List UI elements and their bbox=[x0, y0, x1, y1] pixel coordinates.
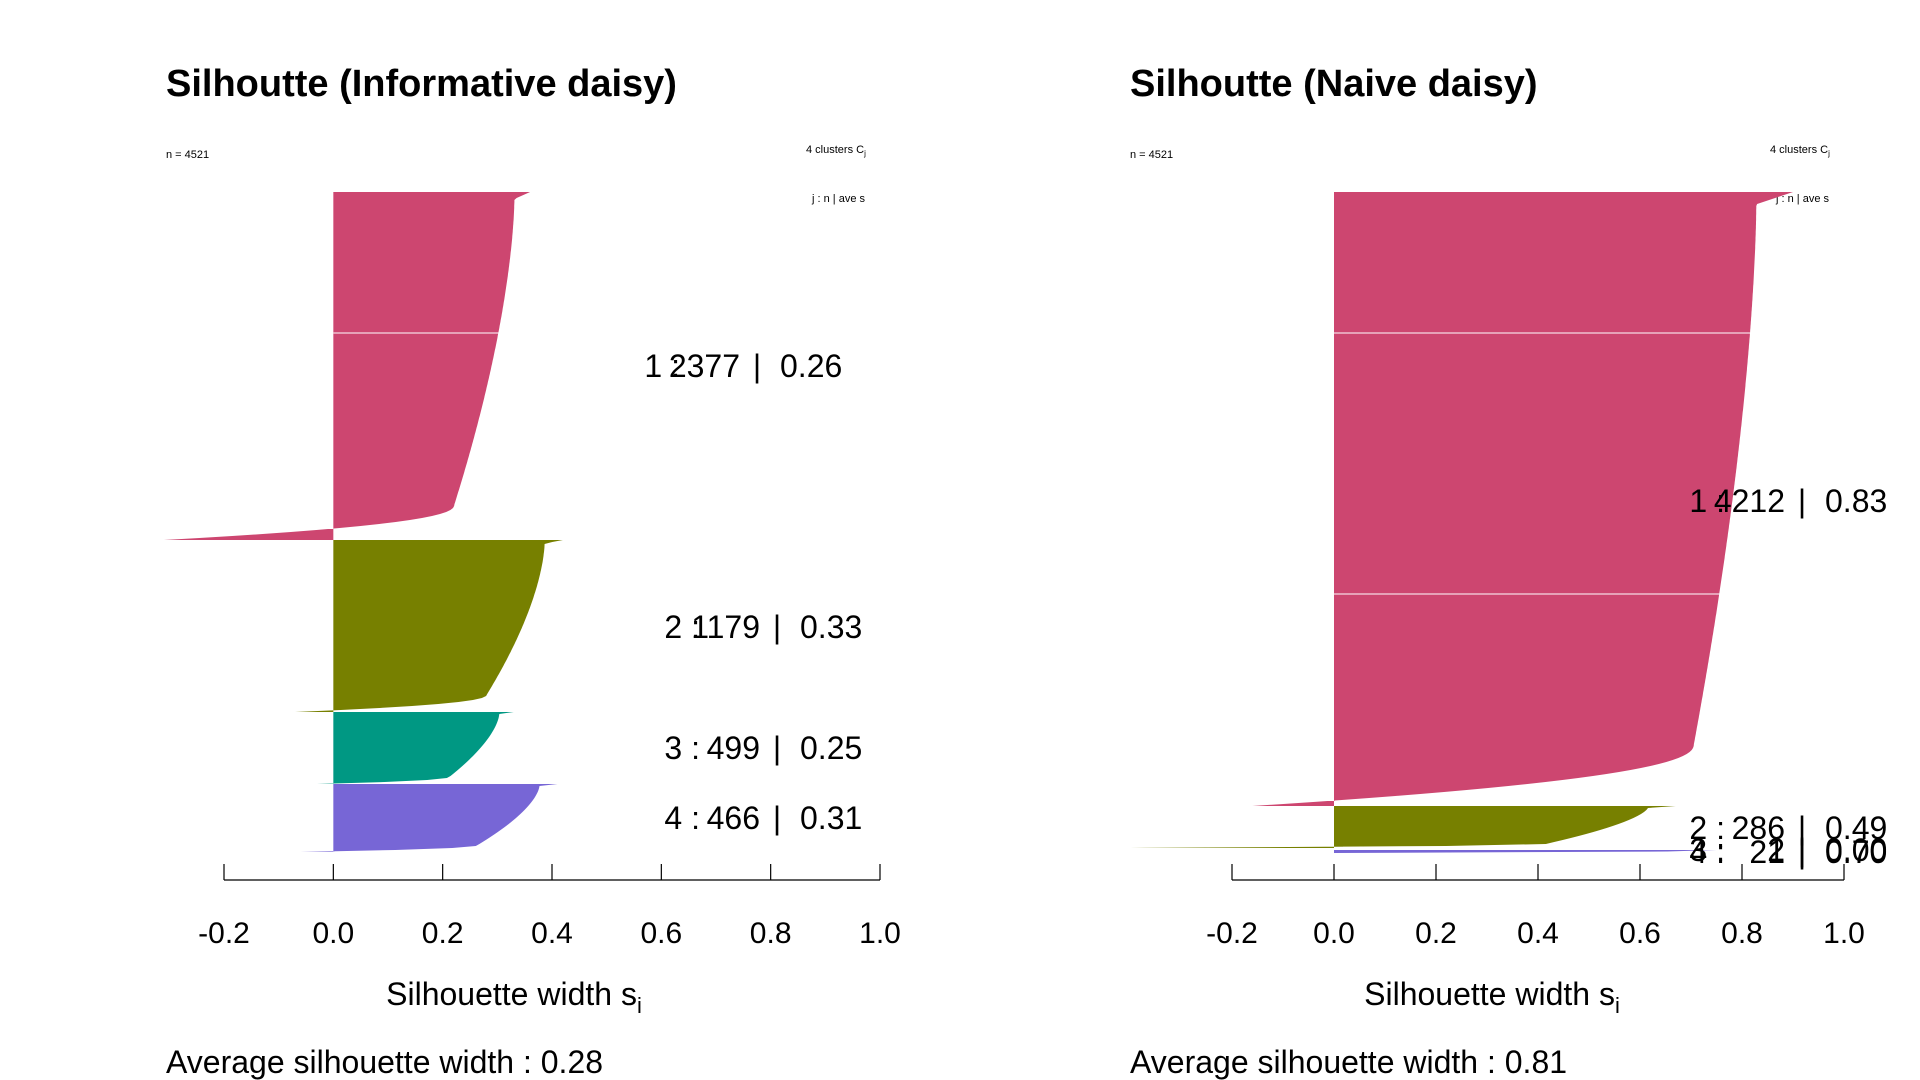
cluster-label-j: 3 : bbox=[664, 730, 700, 766]
x-tick-label: 0.0 bbox=[312, 917, 354, 950]
n-label: n = 4521 bbox=[1130, 149, 1173, 161]
cluster-2-silhouette bbox=[1130, 806, 1676, 848]
cluster-label-ave: 0.83 bbox=[1825, 483, 1887, 519]
x-axis-title: Silhouette width si bbox=[386, 976, 642, 1018]
cluster-label-ave: 0.70 bbox=[1825, 834, 1887, 870]
cluster-label-sep: | bbox=[1798, 834, 1806, 870]
cluster-1-silhouette bbox=[1252, 192, 1793, 806]
cluster-label-sep: | bbox=[753, 348, 761, 384]
x-axis: -0.2 0.0 0.2 0.4 0.6 0.8 1.0 bbox=[1206, 864, 1865, 950]
cluster-1-label: 1 :4212 | 0.83 bbox=[1689, 483, 1887, 519]
x-tick-label: 0.2 bbox=[1415, 917, 1457, 950]
x-axis-title: Silhouette width si bbox=[1364, 976, 1620, 1018]
cluster-label-n: 2377 bbox=[669, 348, 740, 384]
x-tick-label: 0.8 bbox=[1721, 917, 1763, 950]
x-tick-label: 1.0 bbox=[1823, 917, 1865, 950]
cluster-3-label: 3 : 2 | 0.00 bbox=[1689, 832, 1887, 868]
cluster-label-n: 2 bbox=[1767, 832, 1785, 868]
cluster-1-label: 1 :2377 | 0.26 bbox=[644, 348, 842, 384]
cluster-label-ave: 0.33 bbox=[800, 609, 862, 645]
silhouette-chart-naive: Silhoutte (Naive daisy) n = 4521 4 clust… bbox=[1130, 63, 1887, 1080]
cluster-label-n: 499 bbox=[707, 730, 760, 766]
legend-header: j : n | ave s bbox=[811, 193, 865, 205]
cluster-4-label: 4 :466 | 0.31 bbox=[664, 800, 862, 836]
cluster-label-j: 2 : bbox=[1689, 810, 1725, 846]
cluster-label-n: 1179 bbox=[691, 609, 760, 645]
x-tick-label: 0.6 bbox=[1619, 917, 1661, 950]
silhouette-panel-naive: Silhoutte (Naive daisy) n = 4521 4 clust… bbox=[960, 0, 1920, 1080]
x-tick-label: 0.0 bbox=[1313, 917, 1355, 950]
cluster-label-ave: 0.26 bbox=[780, 348, 842, 384]
n-label: n = 4521 bbox=[166, 149, 209, 161]
cluster-label-n: 286 bbox=[1732, 810, 1785, 846]
cluster-label-n: 4212 bbox=[1714, 483, 1785, 519]
cluster-4-silhouette bbox=[1334, 850, 1717, 853]
cluster-4-silhouette bbox=[300, 784, 558, 852]
cluster-4-label: 4 : 21 | 0.70 bbox=[1689, 834, 1887, 870]
cluster-labels: 1 :4212 | 0.832 :286 | 0.493 :2 | 0.004 :21 | 0.… bbox=[1689, 483, 1887, 870]
cluster-label-ave: 0.00 bbox=[1825, 832, 1887, 868]
chart-title: Silhoutte (Naive daisy) bbox=[1130, 63, 1538, 105]
cluster-label-ave: 0.25 bbox=[800, 730, 862, 766]
cluster-label-j: 4 : bbox=[1689, 834, 1725, 870]
cluster-2-label: 2 :1179 | 0.33 bbox=[664, 609, 862, 645]
legend-header: j : n | ave s bbox=[1775, 193, 1829, 205]
cluster-label-ave: 0.31 bbox=[800, 800, 862, 836]
cluster-label-j: 4 : bbox=[664, 800, 700, 836]
cluster-2-label: 2 :286 | 0.49 bbox=[1689, 810, 1887, 846]
average-silhouette-width: Average silhouette width : 0.81 bbox=[1130, 1044, 1567, 1080]
clusters-label: 4 clusters Cj bbox=[806, 144, 866, 158]
x-tick-label: -0.2 bbox=[1206, 917, 1258, 950]
cluster-1-silhouette bbox=[163, 192, 531, 540]
silhouette-panel-informative: Silhoutte (Informative daisy) n = 4521 4… bbox=[163, 63, 901, 1080]
cluster-label-sep: | bbox=[1798, 832, 1806, 868]
x-axis: -0.2 0.0 0.2 0.4 0.6 0.8 1.0 bbox=[198, 864, 901, 950]
cluster-label-ave: 0.49 bbox=[1825, 810, 1887, 846]
cluster-label-sep: | bbox=[773, 730, 781, 766]
cluster-label-n: 21 bbox=[1749, 834, 1785, 870]
cluster-label-sep: | bbox=[773, 609, 781, 645]
x-tick-label: 0.2 bbox=[422, 917, 464, 950]
average-silhouette-width: Average silhouette width : 0.28 bbox=[166, 1044, 603, 1080]
cluster-3-label: 3 :499 | 0.25 bbox=[664, 730, 862, 766]
cluster-label-j: 2 : bbox=[664, 609, 700, 645]
x-tick-label: 0.4 bbox=[531, 917, 573, 950]
chart-title: Silhoutte (Informative daisy) bbox=[166, 63, 677, 105]
x-tick-label: -0.2 bbox=[198, 917, 250, 950]
cluster-label-j: 1 : bbox=[1689, 483, 1725, 519]
cluster-label-sep: | bbox=[773, 800, 781, 836]
x-tick-label: 0.6 bbox=[640, 917, 682, 950]
silhouette-chart-informative: Silhoutte (Informative daisy) n = 4521 4… bbox=[163, 63, 901, 1080]
cluster-label-sep: | bbox=[1798, 483, 1806, 519]
x-tick-label: 0.4 bbox=[1517, 917, 1559, 950]
cluster-bars bbox=[163, 192, 826, 852]
cluster-3-silhouette bbox=[316, 712, 514, 784]
cluster-label-j: 3 : bbox=[1689, 832, 1725, 868]
cluster-2-silhouette bbox=[295, 540, 563, 712]
clusters-label: 4 clusters Cj bbox=[1770, 144, 1830, 158]
x-tick-label: 0.8 bbox=[750, 917, 792, 950]
cluster-bars bbox=[1130, 192, 1793, 853]
cluster-label-j: 1 : bbox=[644, 348, 680, 384]
x-tick-label: 1.0 bbox=[859, 917, 901, 950]
cluster-label-sep: | bbox=[1798, 810, 1806, 846]
cluster-labels: 1 :2377 | 0.26 2 :1179 | 0.33 3 :499 | 0.25 4 :46… bbox=[644, 348, 862, 836]
cluster-label-n: 466 bbox=[707, 800, 760, 836]
